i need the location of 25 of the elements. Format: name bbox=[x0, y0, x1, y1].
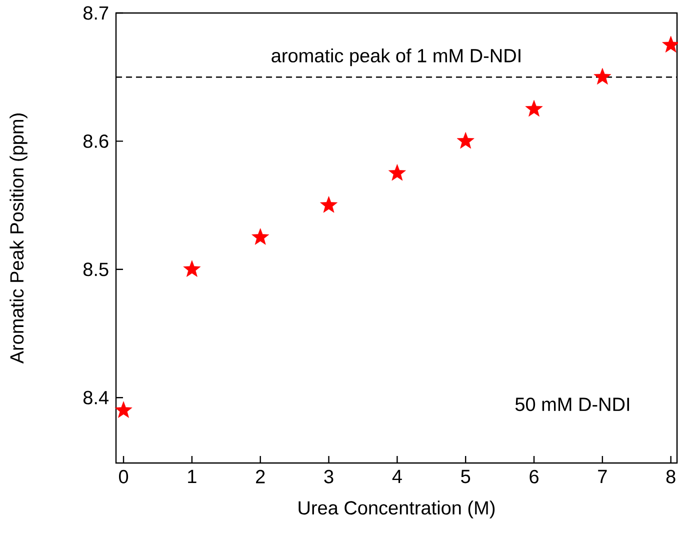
point bbox=[320, 196, 338, 213]
x-tick-label: 1 bbox=[188, 470, 196, 484]
y-axis-title: Aromatic Peak Position (ppm) bbox=[10, 114, 28, 364]
point bbox=[388, 164, 406, 181]
point bbox=[594, 68, 612, 85]
x-tick-label: 0 bbox=[118, 470, 128, 484]
x-tick-label: 6 bbox=[530, 470, 538, 484]
annotation: 50 mM D-NDI bbox=[515, 398, 630, 412]
y-tick-label: 8.6 bbox=[83, 134, 108, 148]
y-tick-label: 8.5 bbox=[83, 262, 108, 276]
y-tick-label: 8.7 bbox=[83, 6, 108, 20]
point bbox=[456, 132, 474, 149]
x-axis-title: Urea Concentration (M) bbox=[298, 500, 495, 518]
point bbox=[183, 260, 201, 277]
point bbox=[114, 401, 132, 418]
x-tick-label: 5 bbox=[461, 470, 470, 484]
x-tick-label: 2 bbox=[256, 470, 265, 484]
x-tick-label: 3 bbox=[324, 470, 334, 484]
x-tick-label: 7 bbox=[598, 470, 607, 484]
x-tick-label: 4 bbox=[392, 470, 402, 484]
point bbox=[525, 100, 543, 117]
y-tick-label: 8.4 bbox=[83, 390, 109, 404]
ref-line-label: aromatic peak of 1 mM D-NDI bbox=[272, 48, 520, 66]
point bbox=[252, 228, 270, 245]
x-tick-label: 8 bbox=[666, 470, 676, 484]
